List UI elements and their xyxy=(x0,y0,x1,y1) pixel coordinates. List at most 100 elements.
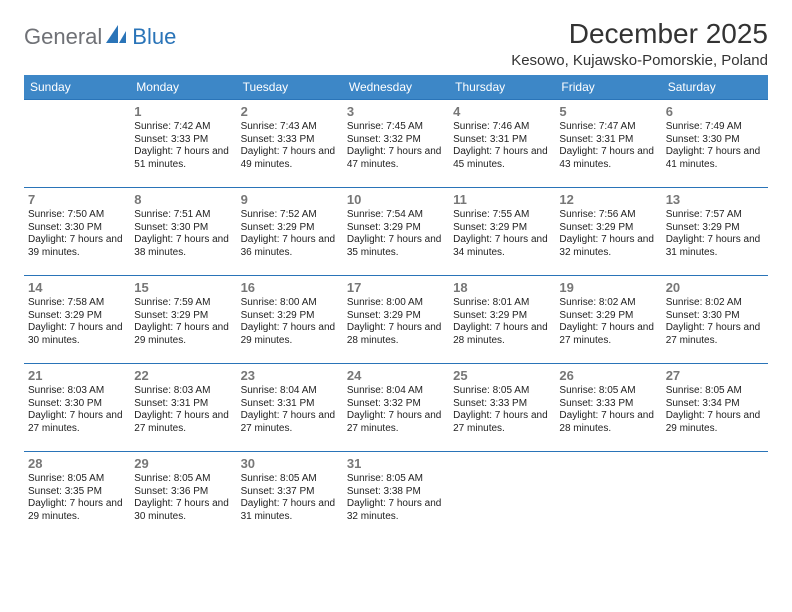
calendar-cell: 22 Sunrise: 8:03 AMSunset: 3:31 PMDayligh… xyxy=(130,364,236,452)
day-details: Sunrise: 7:45 AMSunset: 3:32 PMDaylight:… xyxy=(347,121,445,171)
calendar-body: 1 Sunrise: 7:42 AMSunset: 3:33 PMDaylight… xyxy=(24,100,768,540)
logo-text-general: General xyxy=(24,24,102,50)
day-details: Sunrise: 7:58 AMSunset: 3:29 PMDaylight:… xyxy=(28,297,126,347)
calendar-cell: 12 Sunrise: 7:56 AMSunset: 3:29 PMDayligh… xyxy=(555,188,661,276)
day-number: 14 xyxy=(28,280,126,295)
day-number: 31 xyxy=(347,456,445,471)
weekday-header: Friday xyxy=(555,75,661,100)
day-details: Sunrise: 7:51 AMSunset: 3:30 PMDaylight:… xyxy=(134,209,232,259)
calendar-cell: 14 Sunrise: 7:58 AMSunset: 3:29 PMDayligh… xyxy=(24,276,130,364)
day-number: 24 xyxy=(347,368,445,383)
weekday-header: Monday xyxy=(130,75,236,100)
day-number: 19 xyxy=(559,280,657,295)
calendar-week-row: 28 Sunrise: 8:05 AMSunset: 3:35 PMDayligh… xyxy=(24,452,768,540)
calendar-cell: 29 Sunrise: 8:05 AMSunset: 3:36 PMDayligh… xyxy=(130,452,236,540)
calendar-cell: 6 Sunrise: 7:49 AMSunset: 3:30 PMDaylight… xyxy=(662,100,768,188)
day-details: Sunrise: 7:56 AMSunset: 3:29 PMDaylight:… xyxy=(559,209,657,259)
day-number: 20 xyxy=(666,280,764,295)
day-details: Sunrise: 8:05 AMSunset: 3:37 PMDaylight:… xyxy=(241,473,339,523)
calendar-cell: 11Sunrise: 7:55 AMSunset: 3:29 PMDayligh… xyxy=(449,188,555,276)
day-details: Sunrise: 7:55 AMSunset: 3:29 PMDaylight:… xyxy=(453,209,551,259)
day-number: 7 xyxy=(28,192,126,207)
day-number: 29 xyxy=(134,456,232,471)
weekday-header: Thursday xyxy=(449,75,555,100)
calendar-cell xyxy=(449,452,555,540)
day-details: Sunrise: 8:02 AMSunset: 3:29 PMDaylight:… xyxy=(559,297,657,347)
calendar-cell: 27Sunrise: 8:05 AMSunset: 3:34 PMDayligh… xyxy=(662,364,768,452)
day-number: 16 xyxy=(241,280,339,295)
calendar-cell: 26Sunrise: 8:05 AMSunset: 3:33 PMDayligh… xyxy=(555,364,661,452)
day-details: Sunrise: 7:43 AMSunset: 3:33 PMDaylight:… xyxy=(241,121,339,171)
day-number: 3 xyxy=(347,104,445,119)
calendar-page: General Blue December 2025 Kesowo, Kujaw… xyxy=(0,0,792,558)
day-number: 23 xyxy=(241,368,339,383)
day-details: Sunrise: 7:59 AMSunset: 3:29 PMDaylight:… xyxy=(134,297,232,347)
day-details: Sunrise: 7:42 AMSunset: 3:33 PMDaylight:… xyxy=(134,121,232,171)
calendar-cell: 13Sunrise: 7:57 AMSunset: 3:29 PMDayligh… xyxy=(662,188,768,276)
calendar-cell: 15Sunrise: 7:59 AMSunset: 3:29 PMDayligh… xyxy=(130,276,236,364)
day-number: 2 xyxy=(241,104,339,119)
calendar-header-row: SundayMondayTuesdayWednesdayThursdayFrid… xyxy=(24,75,768,100)
day-details: Sunrise: 8:05 AMSunset: 3:33 PMDaylight:… xyxy=(453,385,551,435)
calendar-cell: 1 Sunrise: 7:42 AMSunset: 3:33 PMDaylight… xyxy=(130,100,236,188)
day-number: 26 xyxy=(559,368,657,383)
day-number: 17 xyxy=(347,280,445,295)
day-details: Sunrise: 8:05 AMSunset: 3:36 PMDaylight:… xyxy=(134,473,232,523)
day-number: 8 xyxy=(134,192,232,207)
logo: General Blue xyxy=(24,24,176,50)
calendar-cell: 9Sunrise: 7:52 AMSunset: 3:29 PMDaylight… xyxy=(237,188,343,276)
calendar-cell: 31 Sunrise: 8:05 AMSunset: 3:38 PMDayligh… xyxy=(343,452,449,540)
day-number: 30 xyxy=(241,456,339,471)
weekday-header: Tuesday xyxy=(237,75,343,100)
day-details: Sunrise: 7:47 AMSunset: 3:31 PMDaylight:… xyxy=(559,121,657,171)
calendar-cell xyxy=(662,452,768,540)
day-number: 6 xyxy=(666,104,764,119)
weekday-header: Wednesday xyxy=(343,75,449,100)
day-number: 25 xyxy=(453,368,551,383)
calendar-week-row: 7 Sunrise: 7:50 AMSunset: 3:30 PMDaylight… xyxy=(24,188,768,276)
calendar-cell: 8 Sunrise: 7:51 AMSunset: 3:30 PMDaylight… xyxy=(130,188,236,276)
calendar-cell: 5 Sunrise: 7:47 AMSunset: 3:31 PMDaylight… xyxy=(555,100,661,188)
day-details: Sunrise: 8:05 AMSunset: 3:38 PMDaylight:… xyxy=(347,473,445,523)
header: General Blue December 2025 Kesowo, Kujaw… xyxy=(24,18,768,69)
location: Kesowo, Kujawsko-Pomorskie, Poland xyxy=(511,52,768,69)
calendar-cell: 17Sunrise: 8:00 AMSunset: 3:29 PMDayligh… xyxy=(343,276,449,364)
calendar-cell: 7 Sunrise: 7:50 AMSunset: 3:30 PMDaylight… xyxy=(24,188,130,276)
day-number: 21 xyxy=(28,368,126,383)
day-number: 27 xyxy=(666,368,764,383)
title-block: December 2025 Kesowo, Kujawsko-Pomorskie… xyxy=(511,18,768,69)
calendar-table: SundayMondayTuesdayWednesdayThursdayFrid… xyxy=(24,75,768,540)
calendar-cell: 2 Sunrise: 7:43 AMSunset: 3:33 PMDaylight… xyxy=(237,100,343,188)
day-number: 13 xyxy=(666,192,764,207)
day-details: Sunrise: 8:03 AMSunset: 3:31 PMDaylight:… xyxy=(134,385,232,435)
day-details: Sunrise: 8:03 AMSunset: 3:30 PMDaylight:… xyxy=(28,385,126,435)
calendar-cell: 16 Sunrise: 8:00 AMSunset: 3:29 PMDayligh… xyxy=(237,276,343,364)
calendar-week-row: 14 Sunrise: 7:58 AMSunset: 3:29 PMDayligh… xyxy=(24,276,768,364)
calendar-cell: 20Sunrise: 8:02 AMSunset: 3:30 PMDayligh… xyxy=(662,276,768,364)
calendar-cell: 24Sunrise: 8:04 AMSunset: 3:32 PMDayligh… xyxy=(343,364,449,452)
day-number: 12 xyxy=(559,192,657,207)
calendar-cell: 19 Sunrise: 8:02 AMSunset: 3:29 PMDayligh… xyxy=(555,276,661,364)
calendar-cell: 21 Sunrise: 8:03 AMSunset: 3:30 PMDayligh… xyxy=(24,364,130,452)
day-details: Sunrise: 8:04 AMSunset: 3:31 PMDaylight:… xyxy=(241,385,339,435)
calendar-cell: 3 Sunrise: 7:45 AMSunset: 3:32 PMDaylight… xyxy=(343,100,449,188)
calendar-week-row: 1 Sunrise: 7:42 AMSunset: 3:33 PMDaylight… xyxy=(24,100,768,188)
weekday-header: Sunday xyxy=(24,75,130,100)
calendar-week-row: 21 Sunrise: 8:03 AMSunset: 3:30 PMDayligh… xyxy=(24,364,768,452)
day-number: 5 xyxy=(559,104,657,119)
day-details: Sunrise: 7:50 AMSunset: 3:30 PMDaylight:… xyxy=(28,209,126,259)
day-details: Sunrise: 7:49 AMSunset: 3:30 PMDaylight:… xyxy=(666,121,764,171)
day-number: 28 xyxy=(28,456,126,471)
day-number: 1 xyxy=(134,104,232,119)
day-number: 4 xyxy=(453,104,551,119)
day-details: Sunrise: 8:00 AMSunset: 3:29 PMDaylight:… xyxy=(241,297,339,347)
day-number: 10 xyxy=(347,192,445,207)
day-details: Sunrise: 8:01 AMSunset: 3:29 PMDaylight:… xyxy=(453,297,551,347)
calendar-cell: 28 Sunrise: 8:05 AMSunset: 3:35 PMDayligh… xyxy=(24,452,130,540)
calendar-cell: 4Sunrise: 7:46 AMSunset: 3:31 PMDaylight… xyxy=(449,100,555,188)
day-number: 22 xyxy=(134,368,232,383)
day-details: Sunrise: 7:54 AMSunset: 3:29 PMDaylight:… xyxy=(347,209,445,259)
day-details: Sunrise: 8:05 AMSunset: 3:35 PMDaylight:… xyxy=(28,473,126,523)
calendar-cell xyxy=(24,100,130,188)
day-number: 9 xyxy=(241,192,339,207)
